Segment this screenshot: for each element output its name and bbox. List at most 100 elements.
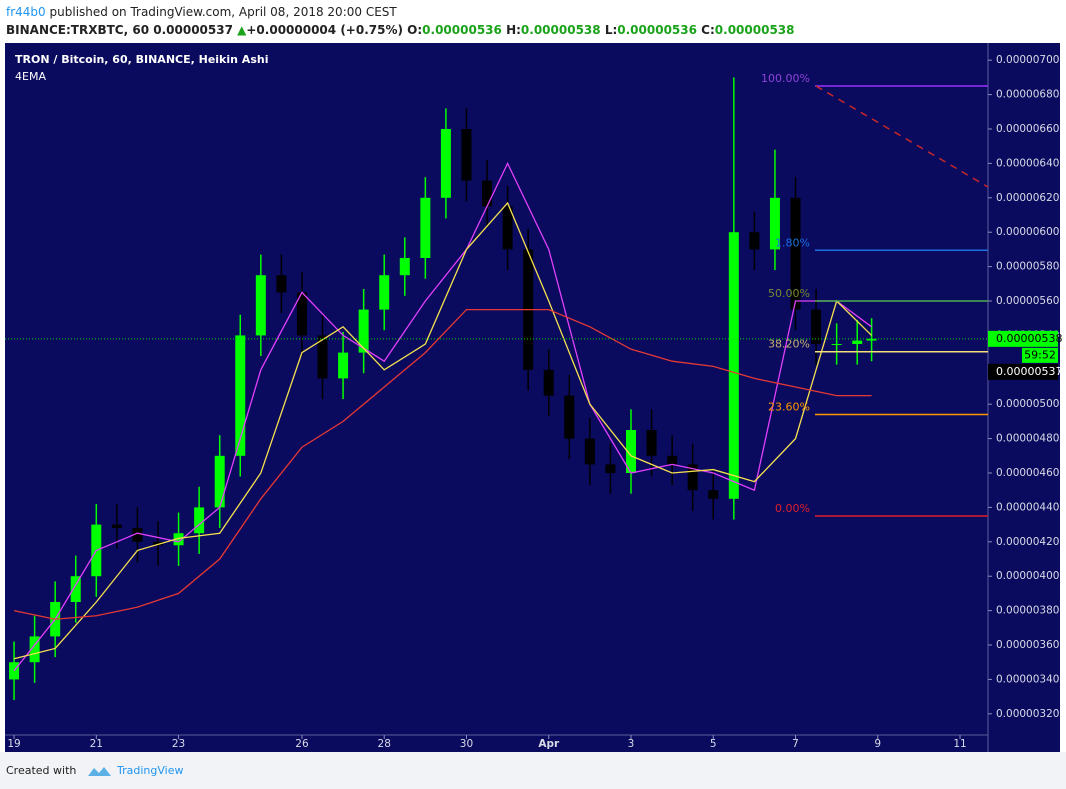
y-tick-label: 0.00000620 bbox=[996, 192, 1059, 204]
candle-body bbox=[482, 180, 493, 207]
last-tag bbox=[988, 363, 1058, 380]
y-tick-label: 0.00000680 bbox=[996, 89, 1059, 101]
candle-body bbox=[111, 524, 122, 529]
fib-label: 0.00% bbox=[775, 502, 810, 515]
y-tick-label: 0.00000460 bbox=[996, 467, 1059, 479]
h: 0.00000538 bbox=[521, 23, 601, 37]
y-tick-label: 0.00000420 bbox=[996, 536, 1059, 548]
x-tick-label: Apr bbox=[538, 738, 560, 750]
candle-body bbox=[317, 335, 328, 379]
x-tick-label: 3 bbox=[628, 738, 635, 750]
candle-body bbox=[255, 275, 266, 336]
y-tick-label: 0.00000480 bbox=[996, 433, 1059, 445]
candle-body bbox=[852, 340, 863, 345]
y-tick-label: 0.00000600 bbox=[996, 226, 1059, 238]
ema-line bbox=[13, 161, 872, 672]
change: +0.00000004 (+0.75%) bbox=[246, 23, 403, 37]
quote-line: BINANCE:TRXBTC, 60 0.00000537 ▲+0.000000… bbox=[6, 23, 795, 37]
publish-line: fr44b0 published on TradingView.com, Apr… bbox=[6, 5, 397, 19]
candle-body bbox=[543, 369, 554, 396]
last: 0.00000537 bbox=[153, 23, 233, 37]
y-tick-label: 0.00000580 bbox=[996, 261, 1059, 273]
x-tick-label: 11 bbox=[953, 738, 966, 750]
candle-body bbox=[440, 129, 451, 198]
candle-body bbox=[564, 395, 575, 439]
countdown: 59:52 bbox=[1024, 348, 1056, 361]
arrow: ▲ bbox=[237, 23, 247, 37]
price-tag-label: 0.00000538 bbox=[996, 332, 1062, 345]
candle-body bbox=[790, 197, 801, 310]
candle-body bbox=[769, 197, 780, 250]
candle-body bbox=[173, 533, 184, 546]
candle-body bbox=[667, 455, 678, 465]
candle-body bbox=[358, 309, 369, 353]
candle-body bbox=[625, 430, 636, 474]
tv-logo[interactable] bbox=[88, 767, 111, 776]
x-tick-label: 26 bbox=[295, 738, 309, 750]
chart-bg bbox=[5, 43, 1060, 752]
y-tick-label: 0.00000320 bbox=[996, 708, 1059, 720]
footer-brand[interactable]: TradingView bbox=[116, 764, 183, 777]
indicator-label: 4EMA bbox=[15, 70, 46, 83]
footer-created: Created with bbox=[6, 764, 76, 777]
x-tick-label: 30 bbox=[460, 738, 473, 750]
candle-body bbox=[420, 197, 431, 259]
candle-body bbox=[399, 258, 410, 276]
last-tag-label: 0.00000537 bbox=[996, 365, 1062, 378]
c: 0.00000538 bbox=[715, 23, 795, 37]
y-tick-label: 0.00000340 bbox=[996, 673, 1059, 685]
candle-body bbox=[132, 528, 143, 542]
candle-body bbox=[276, 275, 287, 293]
l: 0.00000536 bbox=[617, 23, 697, 37]
o: 0.00000536 bbox=[422, 23, 502, 37]
y-tick-label: 0.00000400 bbox=[996, 570, 1059, 582]
candle-body bbox=[502, 206, 513, 250]
candle-body bbox=[708, 490, 719, 499]
x-tick-label: 9 bbox=[874, 738, 881, 750]
candle-body bbox=[687, 464, 698, 491]
fib-label: 50.00% bbox=[768, 287, 810, 300]
published: published on TradingView.com, April 08, … bbox=[50, 5, 398, 19]
y-tick-label: 0.00000440 bbox=[996, 501, 1059, 513]
candle-body bbox=[831, 344, 842, 346]
candle-body bbox=[194, 507, 205, 534]
author[interactable]: fr44b0 bbox=[6, 5, 46, 19]
symbol: BINANCE:TRXBTC, 60 bbox=[6, 23, 149, 37]
candle-body bbox=[29, 636, 40, 663]
y-tick-label: 0.00000360 bbox=[996, 639, 1059, 651]
o-label: O: bbox=[407, 23, 422, 37]
y-tick-label: 0.00000500 bbox=[996, 398, 1059, 410]
candle-body bbox=[811, 309, 822, 345]
candle-body bbox=[866, 338, 877, 341]
ema-line bbox=[13, 201, 873, 660]
candle-body bbox=[461, 129, 472, 181]
x-tick-label: 21 bbox=[90, 738, 103, 750]
l-label: L: bbox=[605, 23, 617, 37]
plot: 0.00000320 0.00000340 0.00000360 0.00000380… bbox=[5, 54, 1062, 750]
x-tick-label: 5 bbox=[710, 738, 717, 750]
candle-body bbox=[70, 576, 81, 603]
candle-body bbox=[214, 455, 225, 508]
candle-body bbox=[728, 232, 739, 499]
y-tick-label: 0.00000640 bbox=[996, 157, 1059, 169]
candle-body bbox=[749, 232, 760, 250]
price-tag bbox=[988, 330, 1058, 347]
fib-label: 100.00% bbox=[761, 72, 810, 85]
candle-body bbox=[153, 541, 164, 546]
candle-body bbox=[338, 352, 349, 379]
c-label: C: bbox=[701, 23, 715, 37]
fib-label: 23.60% bbox=[768, 401, 810, 414]
candle-body bbox=[584, 438, 595, 465]
ema-line bbox=[13, 308, 872, 620]
candle-body bbox=[296, 292, 307, 336]
y-tick-label: 0.00000660 bbox=[996, 123, 1059, 135]
countdown-tag bbox=[1022, 347, 1058, 363]
h-label: H: bbox=[506, 23, 521, 37]
candle-body bbox=[379, 275, 390, 310]
y-tick-label: 0.00000560 bbox=[996, 295, 1059, 307]
y-tick-label: 0.00000700 bbox=[996, 54, 1059, 66]
chart-title: TRON / Bitcoin, 60, BINANCE, Heikin Ashi bbox=[15, 53, 268, 66]
x-tick-label: 23 bbox=[172, 738, 185, 750]
y-tick-label: 0.00000380 bbox=[996, 605, 1059, 617]
